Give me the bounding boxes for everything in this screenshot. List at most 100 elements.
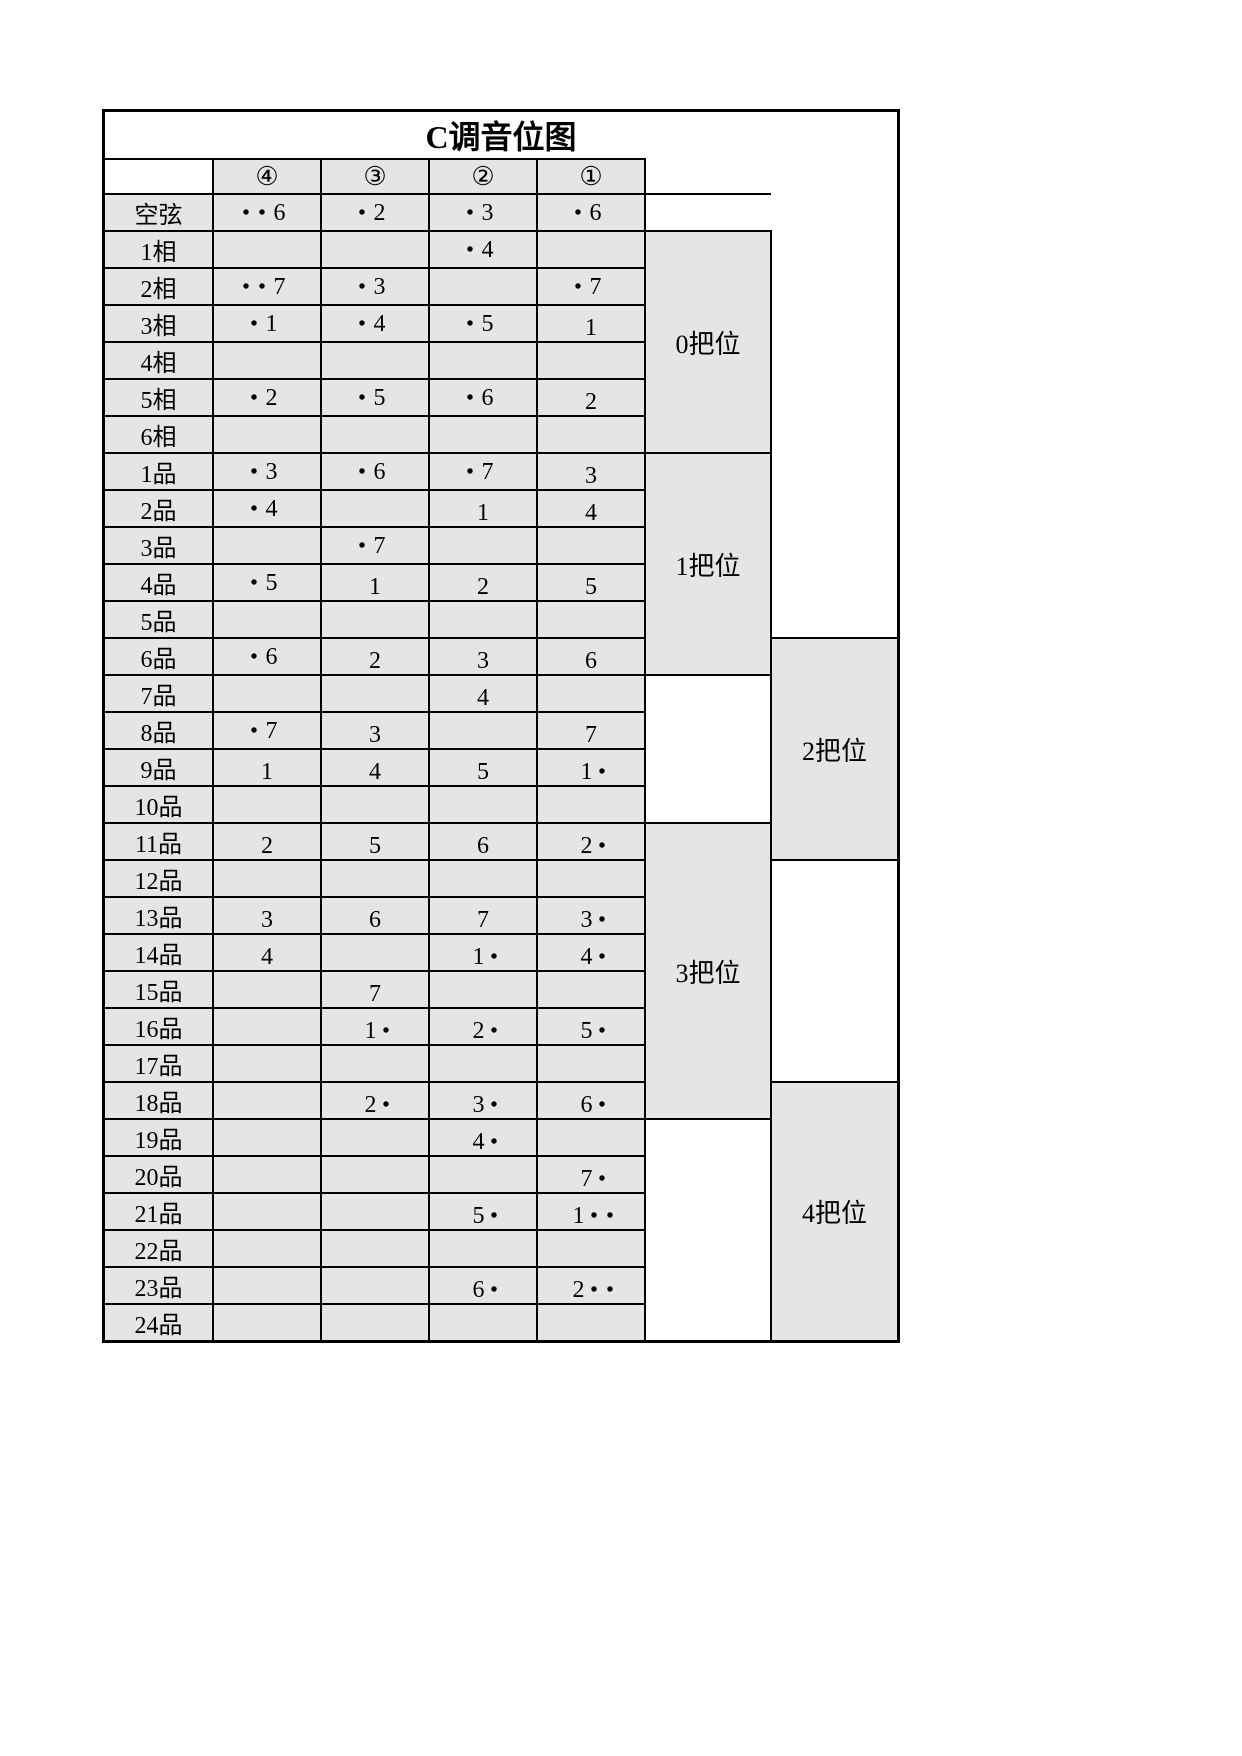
row-label: 3品 bbox=[105, 527, 213, 564]
note-cell bbox=[213, 416, 321, 453]
note-cell bbox=[321, 860, 429, 897]
note-cell bbox=[429, 416, 537, 453]
row-label: 19品 bbox=[105, 1119, 213, 1156]
row-label: 空弦 bbox=[105, 194, 213, 231]
table-row: 12品 bbox=[105, 860, 897, 897]
note-cell bbox=[321, 1045, 429, 1082]
note-cell bbox=[537, 675, 645, 712]
header-pos-inner-blank bbox=[645, 159, 771, 194]
note-cell: 4 bbox=[537, 490, 645, 527]
note-cell bbox=[537, 527, 645, 564]
note-cell: 5 bbox=[537, 564, 645, 601]
note-cell: •2 bbox=[213, 379, 321, 416]
note-cell bbox=[213, 786, 321, 823]
note-cell bbox=[321, 1119, 429, 1156]
note-cell: •7 bbox=[537, 268, 645, 305]
row-label: 2品 bbox=[105, 490, 213, 527]
note-cell: 1• • bbox=[537, 1193, 645, 1230]
row-label: 18品 bbox=[105, 1082, 213, 1119]
note-cell: 1 bbox=[429, 490, 537, 527]
note-cell bbox=[321, 490, 429, 527]
note-cell bbox=[321, 934, 429, 971]
note-cell bbox=[537, 231, 645, 268]
note-cell bbox=[537, 1230, 645, 1267]
row-label: 12品 bbox=[105, 860, 213, 897]
table-row: 6品•62362把位 bbox=[105, 638, 897, 675]
note-cell: •3 bbox=[321, 268, 429, 305]
position-outer-cell: 2把位 bbox=[771, 638, 897, 860]
note-cell: 1 bbox=[321, 564, 429, 601]
note-cell bbox=[537, 1304, 645, 1340]
note-cell bbox=[537, 601, 645, 638]
note-cell: •5 bbox=[321, 379, 429, 416]
row-label: 5相 bbox=[105, 379, 213, 416]
note-cell: 5• bbox=[537, 1008, 645, 1045]
note-cell bbox=[537, 786, 645, 823]
note-cell: 3 bbox=[213, 897, 321, 934]
note-cell bbox=[537, 971, 645, 1008]
header-pos-outer-blank bbox=[771, 159, 897, 194]
note-cell: 1 bbox=[537, 305, 645, 342]
header-blank bbox=[105, 159, 213, 194]
row-label: 13品 bbox=[105, 897, 213, 934]
row-label: 1相 bbox=[105, 231, 213, 268]
row-label: 1品 bbox=[105, 453, 213, 490]
note-cell bbox=[321, 675, 429, 712]
note-cell: 6• bbox=[429, 1267, 537, 1304]
row-label: 5品 bbox=[105, 601, 213, 638]
page: C调音位图 ④ ③ ② ① 空弦• •6•2•3•61相•40把位2相• •7•… bbox=[0, 0, 1242, 1756]
note-cell bbox=[213, 1193, 321, 1230]
note-cell bbox=[429, 1230, 537, 1267]
note-cell: 4• bbox=[537, 934, 645, 971]
row-label: 24品 bbox=[105, 1304, 213, 1340]
note-cell: 1 bbox=[213, 749, 321, 786]
note-cell: •6 bbox=[321, 453, 429, 490]
note-cell bbox=[321, 342, 429, 379]
note-cell: 5 bbox=[429, 749, 537, 786]
note-cell bbox=[213, 675, 321, 712]
row-label: 23品 bbox=[105, 1267, 213, 1304]
note-cell bbox=[213, 860, 321, 897]
note-cell bbox=[321, 416, 429, 453]
note-cell: 3 bbox=[429, 638, 537, 675]
note-cell: •2 bbox=[321, 194, 429, 231]
position-outer-cell: 4把位 bbox=[771, 1082, 897, 1340]
note-cell bbox=[213, 527, 321, 564]
row-label: 4相 bbox=[105, 342, 213, 379]
position-inner-cell bbox=[645, 1119, 771, 1340]
note-cell bbox=[321, 601, 429, 638]
row-label: 21品 bbox=[105, 1193, 213, 1230]
row-label: 3相 bbox=[105, 305, 213, 342]
row-label: 9品 bbox=[105, 749, 213, 786]
row-label: 10品 bbox=[105, 786, 213, 823]
note-cell bbox=[429, 601, 537, 638]
row-label: 15品 bbox=[105, 971, 213, 1008]
note-cell: •3 bbox=[429, 194, 537, 231]
note-cell: 6 bbox=[321, 897, 429, 934]
row-label: 4品 bbox=[105, 564, 213, 601]
note-cell: 7 bbox=[429, 897, 537, 934]
note-cell bbox=[213, 601, 321, 638]
note-cell: 2 bbox=[429, 564, 537, 601]
note-cell: 7 bbox=[321, 971, 429, 1008]
row-label: 17品 bbox=[105, 1045, 213, 1082]
note-cell bbox=[537, 342, 645, 379]
note-cell: 5• bbox=[429, 1193, 537, 1230]
note-cell: •5 bbox=[429, 305, 537, 342]
note-cell bbox=[321, 231, 429, 268]
note-cell bbox=[213, 1230, 321, 1267]
position-inner-cell bbox=[645, 194, 771, 231]
note-cell: 6 bbox=[537, 638, 645, 675]
row-label: 6品 bbox=[105, 638, 213, 675]
header-string-3: ③ bbox=[321, 159, 429, 194]
note-cell: •6 bbox=[537, 194, 645, 231]
row-label: 14品 bbox=[105, 934, 213, 971]
note-cell: •7 bbox=[321, 527, 429, 564]
note-cell bbox=[213, 342, 321, 379]
row-label: 11品 bbox=[105, 823, 213, 860]
note-cell bbox=[537, 416, 645, 453]
note-cell: •3 bbox=[213, 453, 321, 490]
row-label: 6相 bbox=[105, 416, 213, 453]
row-label: 2相 bbox=[105, 268, 213, 305]
note-cell: 3• bbox=[429, 1082, 537, 1119]
